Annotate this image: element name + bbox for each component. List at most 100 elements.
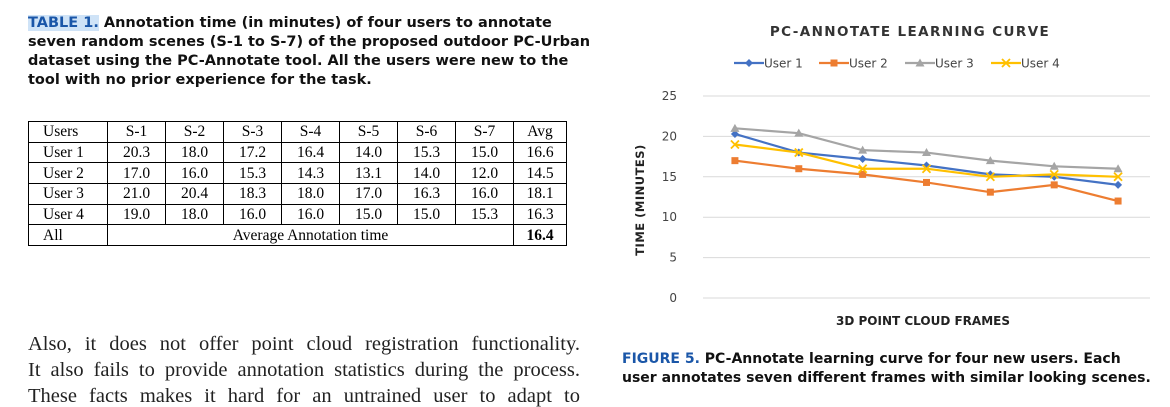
- series-user-2: [731, 157, 1122, 205]
- table-cell: 15.0: [397, 203, 456, 226]
- table-cell: 17.0: [339, 183, 398, 205]
- table-header-cell: S-6: [397, 121, 456, 143]
- table-row: User 3 21.0 20.4 18.3 18.0 17.0 16.3 16.0 18.1: [28, 183, 567, 205]
- body-text: Also, it does not offer point cloud regi…: [28, 331, 580, 407]
- legend-label: User 1: [764, 57, 803, 71]
- data-point: [859, 170, 867, 178]
- y-tick-label: 15: [662, 170, 677, 184]
- data-point: [1113, 172, 1123, 182]
- data-point: [985, 156, 995, 165]
- data-point: [985, 172, 995, 182]
- table-cell: 14.3: [281, 162, 340, 185]
- table-cell: 20.3: [107, 141, 166, 164]
- table-cell: 14.0: [339, 141, 398, 164]
- y-axis-label: TIME (MINUTES): [633, 144, 647, 256]
- table-cell: 17.2: [223, 141, 282, 164]
- data-point: [794, 128, 804, 137]
- table-cell: User 4: [28, 203, 108, 226]
- table-cell: 15.0: [339, 203, 398, 226]
- y-tick-label: 20: [662, 129, 677, 143]
- table-cell: 16.0: [281, 203, 340, 226]
- body-text-line: It also fails to provide annotation stat…: [28, 359, 580, 381]
- table-cell: 18.3: [223, 183, 282, 205]
- table-header-cell: S-1: [107, 121, 166, 143]
- y-tick-label: 5: [669, 251, 677, 265]
- data-point: [830, 59, 838, 67]
- data-point: [858, 164, 868, 174]
- table-cell: User 1: [28, 141, 108, 164]
- table-cell: 16.0: [223, 203, 282, 226]
- table-header-cell: Users: [28, 121, 108, 143]
- table-cell: 17.0: [107, 162, 166, 185]
- chart-grid: [703, 95, 1150, 299]
- data-point: [1001, 58, 1011, 68]
- table-footer-middle: Average Annotation time: [107, 224, 514, 247]
- series-user-4: [730, 139, 1123, 182]
- table-cell: 14.0: [397, 162, 456, 185]
- data-point: [795, 165, 803, 173]
- data-point: [858, 155, 867, 164]
- table-cell: User 2: [28, 162, 108, 185]
- y-tick-label: 25: [662, 89, 677, 103]
- table-cell: 16.3: [513, 203, 567, 226]
- table-cell: 18.0: [281, 183, 340, 205]
- table-cell: 14.5: [513, 162, 567, 185]
- figure-caption-text: PC-Annotate learning curve for four new …: [622, 351, 1151, 386]
- table-cell: 16.0: [455, 183, 514, 205]
- data-point: [1114, 197, 1122, 205]
- table-caption: TABLE 1. Annotation time (in minutes) of…: [28, 14, 598, 90]
- table-header-cell: S-5: [339, 121, 398, 143]
- table-footer-label: All: [28, 224, 108, 247]
- table-cell: 16.3: [397, 183, 456, 205]
- table-cell: 13.1: [339, 162, 398, 185]
- table-header-cell: S-2: [165, 121, 224, 143]
- y-tick-label: 10: [662, 210, 677, 224]
- table-cell: 20.4: [165, 183, 224, 205]
- data-point: [921, 164, 932, 174]
- annotation-time-table: Users S-1 S-2 S-3 S-4 S-5 S-6 S-7 Avg User 1 20.3 1…: [28, 121, 567, 247]
- table-cell: 15.3: [223, 162, 282, 185]
- table-footer-row: All Average Annotation time 16.4: [28, 224, 567, 247]
- table-header-cell: Avg: [513, 121, 567, 143]
- table-header-cell: S-4: [281, 121, 340, 143]
- table-row: User 4 19.0 18.0 16.0 16.0 15.0 15.0 15.3 16.3: [28, 203, 567, 226]
- x-axis-label: 3D POINT CLOUD FRAMES: [836, 314, 1010, 328]
- table-cell: 15.3: [397, 141, 456, 164]
- table-cell: 18.1: [513, 183, 567, 205]
- data-point: [730, 139, 740, 150]
- table-cell: 16.4: [281, 141, 340, 164]
- table-caption-text: Annotation time (in minutes) of four use…: [28, 15, 591, 88]
- table-cell: 15.3: [455, 203, 514, 226]
- table-row: User 2 17.0 16.0 15.3 14.3 13.1 14.0 12.0 14.5: [28, 162, 567, 185]
- data-point: [1049, 169, 1059, 180]
- legend-entry: User 4: [991, 57, 1060, 71]
- table-header-cell: S-3: [223, 121, 282, 143]
- body-text-line: Also, it does not offer point cloud regi…: [28, 333, 580, 355]
- chart-legend: User 1 User 2 User 3 User 4: [734, 57, 1060, 71]
- table-cell: 18.0: [165, 203, 224, 226]
- y-axis-ticks: 0 5 10 15 20 25: [662, 89, 677, 305]
- legend-entry: User 1: [734, 57, 803, 71]
- data-point: [986, 188, 994, 196]
- series-user-3: [730, 123, 1123, 173]
- chart-series: [730, 123, 1123, 205]
- data-point: [794, 147, 804, 158]
- body-text-line: These facts makes it hard for an untrain…: [28, 385, 580, 407]
- legend-entry: User 3: [905, 57, 974, 71]
- legend-entry: User 2: [819, 57, 888, 71]
- data-point: [1050, 181, 1058, 189]
- data-point: [923, 178, 930, 186]
- table-footer-avg: 16.4: [513, 224, 567, 247]
- table-caption-label: TABLE 1.: [28, 15, 99, 31]
- table-cell: 12.0: [455, 162, 514, 185]
- table-cell: 16.0: [165, 162, 224, 185]
- table-cell: 21.0: [107, 183, 166, 205]
- chart-title: PC-ANNOTATE LEARNING CURVE: [770, 24, 1050, 40]
- figure-caption: FIGURE 5. PC-Annotate learning curve for…: [622, 350, 1152, 388]
- legend-label: User 3: [935, 57, 974, 71]
- table-header-row: Users S-1 S-2 S-3 S-4 S-5 S-6 S-7 Avg: [28, 121, 567, 143]
- data-point: [922, 148, 931, 157]
- table-row: User 1 20.3 18.0 17.2 16.4 14.0 15.3 15.0 16.6: [28, 141, 567, 164]
- table-cell: 18.0: [165, 141, 224, 164]
